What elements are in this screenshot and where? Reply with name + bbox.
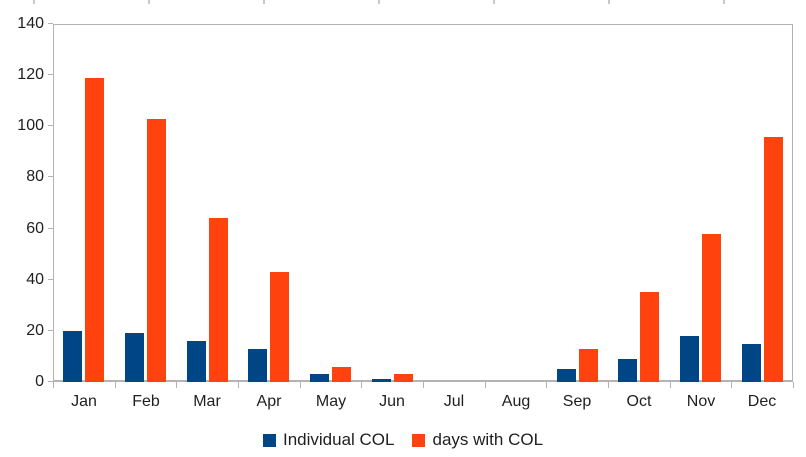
y-axis-tick xyxy=(48,74,53,75)
bar-individual-col-dec xyxy=(742,344,761,382)
y-axis-tick xyxy=(48,381,53,382)
x-axis-label: Oct xyxy=(626,393,652,410)
top-edge-artifact-tick xyxy=(148,0,150,4)
y-axis-label: 80 xyxy=(26,168,44,185)
y-axis-tick xyxy=(48,330,53,331)
x-axis-tick xyxy=(300,382,301,388)
legend-item-individual-col: Individual COL xyxy=(262,429,395,451)
top-edge-artifact-tick xyxy=(263,0,265,4)
x-axis-label: Jul xyxy=(443,393,465,410)
y-axis-label: 140 xyxy=(17,15,44,32)
top-edge-artifact-tick xyxy=(608,0,610,4)
bar-individual-col-jan xyxy=(63,331,82,382)
x-axis-tick xyxy=(176,382,177,388)
bar-days-with-col-dec xyxy=(764,137,783,382)
y-axis-tick xyxy=(48,279,53,280)
x-axis-label: Jan xyxy=(71,393,97,410)
y-axis-tick xyxy=(48,125,53,126)
x-axis-label: Aug xyxy=(501,393,531,410)
plot-area xyxy=(53,24,793,382)
y-axis-tick xyxy=(48,176,53,177)
legend-swatch-individual-col xyxy=(262,433,276,447)
bar-individual-col-may xyxy=(310,374,329,382)
x-axis-tick xyxy=(423,382,424,388)
legend-item-days-with-col: days with COL xyxy=(412,429,543,451)
bar-individual-col-nov xyxy=(680,336,699,382)
x-axis-tick xyxy=(793,382,794,388)
bar-days-with-col-mar xyxy=(209,218,228,382)
x-axis-tick xyxy=(485,382,486,388)
x-axis-label: Jun xyxy=(379,393,405,410)
top-edge-artifact-tick xyxy=(493,0,495,4)
x-axis-tick xyxy=(731,382,732,388)
bar-days-with-col-may xyxy=(332,367,351,382)
x-axis-label: Nov xyxy=(686,393,716,410)
y-axis-label: 120 xyxy=(17,66,44,83)
top-edge-artifact-tick xyxy=(723,0,725,4)
y-axis-label: 100 xyxy=(17,117,44,134)
x-axis-tick xyxy=(608,382,609,388)
bar-days-with-col-oct xyxy=(640,292,659,382)
legend-swatch-days-with-col xyxy=(412,433,426,447)
x-axis-tick xyxy=(546,382,547,388)
legend-label-individual-col: Individual COL xyxy=(282,430,395,449)
bar-individual-col-feb xyxy=(125,333,144,382)
bar-individual-col-apr xyxy=(248,349,267,382)
y-axis-label: 40 xyxy=(26,271,44,288)
bar-days-with-col-jan xyxy=(85,78,104,382)
x-axis-label: Dec xyxy=(747,393,777,410)
x-axis-label: Mar xyxy=(193,393,221,410)
y-axis-label: 60 xyxy=(26,220,44,237)
x-axis-label: Sep xyxy=(562,393,592,410)
bar-days-with-col-apr xyxy=(270,272,289,382)
legend: Individual COL days with COL xyxy=(0,429,806,451)
x-axis-tick xyxy=(53,382,54,388)
y-axis-label: 20 xyxy=(26,322,44,339)
bar-individual-col-sep xyxy=(557,369,576,382)
y-axis-label: 0 xyxy=(35,373,44,390)
legend-label-days-with-col: days with COL xyxy=(432,430,544,449)
y-axis-tick xyxy=(48,23,53,24)
bar-individual-col-jun xyxy=(372,379,391,382)
x-axis-tick xyxy=(115,382,116,388)
x-axis-label: Feb xyxy=(132,393,160,410)
y-axis-tick xyxy=(48,228,53,229)
x-axis-tick xyxy=(670,382,671,388)
x-axis-tick xyxy=(238,382,239,388)
bar-individual-col-oct xyxy=(618,359,637,382)
top-edge-artifact-tick xyxy=(378,0,380,4)
bar-days-with-col-nov xyxy=(702,234,721,382)
bar-days-with-col-feb xyxy=(147,119,166,382)
x-axis-tick xyxy=(361,382,362,388)
x-axis-label: May xyxy=(315,393,347,410)
bar-days-with-col-sep xyxy=(579,349,598,382)
x-axis-label: Apr xyxy=(256,393,282,410)
bar-days-with-col-jun xyxy=(394,374,413,382)
bar-individual-col-mar xyxy=(187,341,206,382)
top-edge-artifact-tick xyxy=(33,0,35,4)
